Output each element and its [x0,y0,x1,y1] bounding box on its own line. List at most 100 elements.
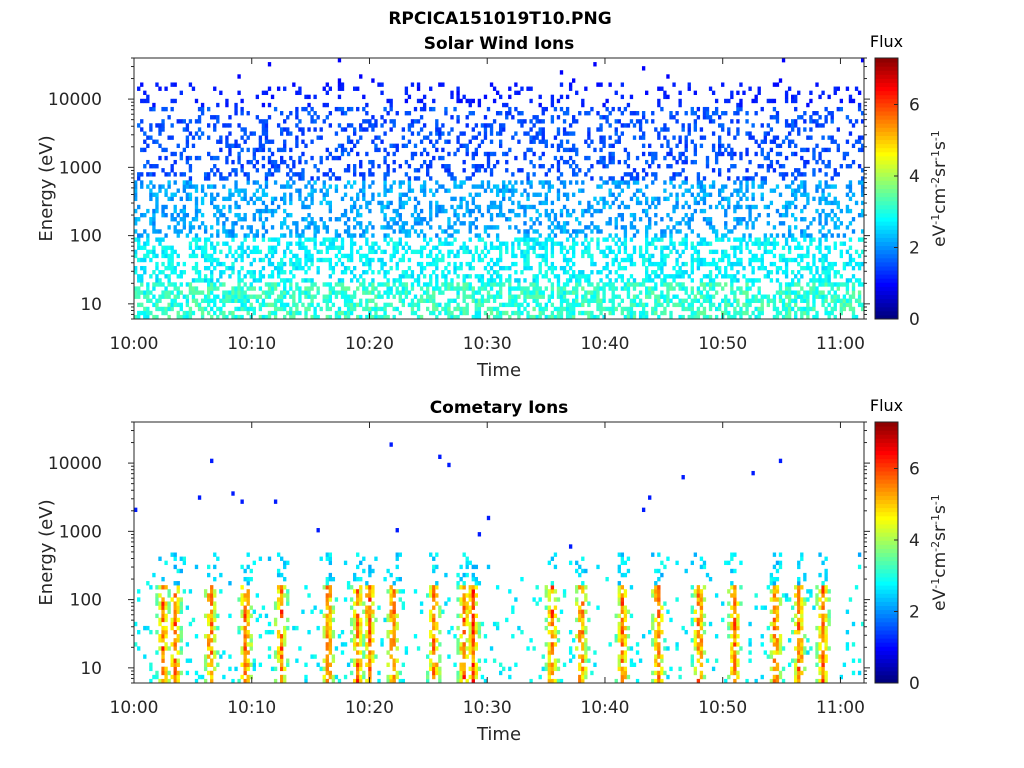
heatmap-cell [179,290,183,295]
heatmap-cell [240,241,244,246]
heatmap-cell [718,115,722,120]
heatmap-cell [499,249,503,255]
heatmap-cell [356,302,360,308]
heatmap-cell [474,302,479,308]
heatmap-cell [845,249,850,255]
heatmap-cell [140,245,144,250]
heatmap-cell [261,233,266,238]
heatmap-cell [270,253,275,259]
heatmap-cell [812,314,816,320]
heatmap-cell [559,82,564,87]
heatmap-cell [517,241,521,246]
heatmap-cell [310,155,314,161]
heatmap-cell [298,119,302,124]
heatmap-cell [645,245,649,250]
heatmap-cell [170,245,174,250]
heatmap-cell [179,302,183,308]
heatmap-cell [678,270,682,275]
heatmap-cell [456,86,460,91]
heatmap-cell [809,119,813,124]
colorbar-segment [875,245,898,251]
heatmap-cell [453,180,457,185]
heatmap-cell [416,233,421,238]
heatmap-cell [432,310,436,316]
heatmap-cell [562,180,567,185]
heatmap-cell [502,192,506,197]
heatmap-cell [137,86,141,91]
heatmap-cell [292,294,296,299]
heatmap-cell [632,286,637,291]
heatmap-cell [404,241,409,246]
heatmap-cell [280,111,284,116]
heatmap-cell [599,278,603,283]
heatmap-cell [392,119,396,124]
heatmap-cell [471,314,475,320]
heatmap-cell [821,192,825,197]
heatmap-cell [681,192,685,197]
heatmap-cell [441,290,445,295]
heatmap-cell [727,229,731,234]
heatmap-cell [794,237,798,242]
heatmap-cell [286,212,290,218]
heatmap-cell [197,274,202,279]
heatmap-cell [137,597,141,602]
heatmap-cell [346,151,351,157]
heatmap-cell [453,298,457,303]
heatmap-cell [486,270,491,275]
heatmap-cell [429,261,433,267]
heatmap-cell [298,90,302,96]
heatmap-cell [155,229,159,234]
heatmap-cell [365,298,369,303]
heatmap-cell [714,204,719,210]
heatmap-cell [611,180,615,185]
heatmap-cell [842,306,847,312]
heatmap-cell [231,310,235,316]
heatmap-cell [419,208,424,214]
heatmap-cell [572,314,576,320]
heatmap-cell [140,82,144,87]
heatmap-cell [340,245,345,250]
heatmap-cell [413,168,418,173]
heatmap-cell [495,290,500,295]
heatmap-cell [645,212,649,218]
colorbar-segment [875,204,898,210]
heatmap-cell [696,290,701,295]
heatmap-cell [830,200,834,206]
heatmap-cell [818,94,822,100]
heatmap-cell [362,180,366,185]
heatmap-cell [678,98,682,104]
heatmap-cell [134,208,138,214]
heatmap-cell [173,286,177,291]
heatmap-cell [550,249,555,255]
heatmap-cell [568,290,573,295]
heatmap-cell [648,204,652,210]
colorbar-tick-label: 6 [909,95,920,115]
heatmap-cell [718,139,722,144]
colorbar-segment [875,115,898,120]
heatmap-cell [672,208,676,214]
heatmap-cell [559,139,564,144]
heatmap-cell [438,225,442,230]
heatmap-cell [240,314,244,320]
heatmap-cell [663,298,667,303]
heatmap-cell [836,217,840,222]
heatmap-cell [845,139,850,144]
heatmap-cell [629,274,634,279]
heatmap-cell [383,290,387,295]
heatmap-cell [134,229,138,234]
heatmap-cell [401,229,406,234]
heatmap-cell [565,212,570,218]
heatmap-cell [727,314,731,320]
heatmap-cell [176,261,180,267]
heatmap-cell [304,286,308,291]
heatmap-cell [733,217,737,222]
heatmap-cell [295,115,299,120]
heatmap-cell [797,245,801,250]
heatmap-cell [739,221,743,226]
heatmap-cell [654,127,658,132]
heatmap-cell [763,237,767,242]
heatmap-cell [456,94,460,100]
heatmap-cell [818,123,822,128]
heatmap-cell [702,286,707,291]
heatmap-cell [429,106,433,112]
